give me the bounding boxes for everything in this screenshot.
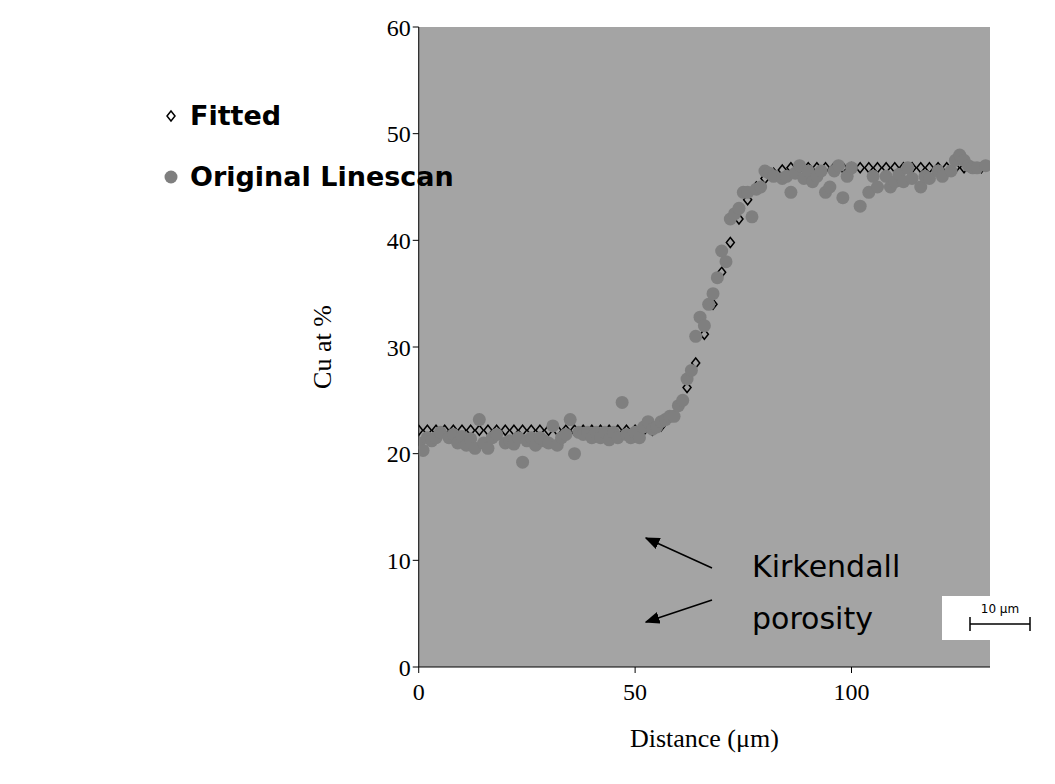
- svg-text:60: 60: [387, 15, 411, 41]
- svg-text:50: 50: [387, 121, 411, 147]
- svg-text:50: 50: [623, 679, 647, 705]
- svg-text:0: 0: [399, 655, 411, 681]
- svg-text:0: 0: [413, 679, 425, 705]
- svg-text:20: 20: [387, 441, 411, 467]
- svg-text:10: 10: [387, 548, 411, 574]
- svg-text:Distance (μm): Distance (μm): [630, 724, 779, 753]
- svg-text:10 μm: 10 μm: [981, 602, 1019, 616]
- svg-text:Kirkendall: Kirkendall: [752, 549, 900, 584]
- svg-text:Cu at %: Cu at %: [308, 305, 337, 389]
- html-text:Original Linescan: Original Linescan: [190, 161, 454, 192]
- svg-text:30: 30: [387, 335, 411, 361]
- html-text:Fitted: Fitted: [190, 100, 282, 131]
- svg-text:porosity: porosity: [752, 601, 873, 636]
- svg-text:100: 100: [834, 679, 870, 705]
- svg-text:40: 40: [387, 228, 411, 254]
